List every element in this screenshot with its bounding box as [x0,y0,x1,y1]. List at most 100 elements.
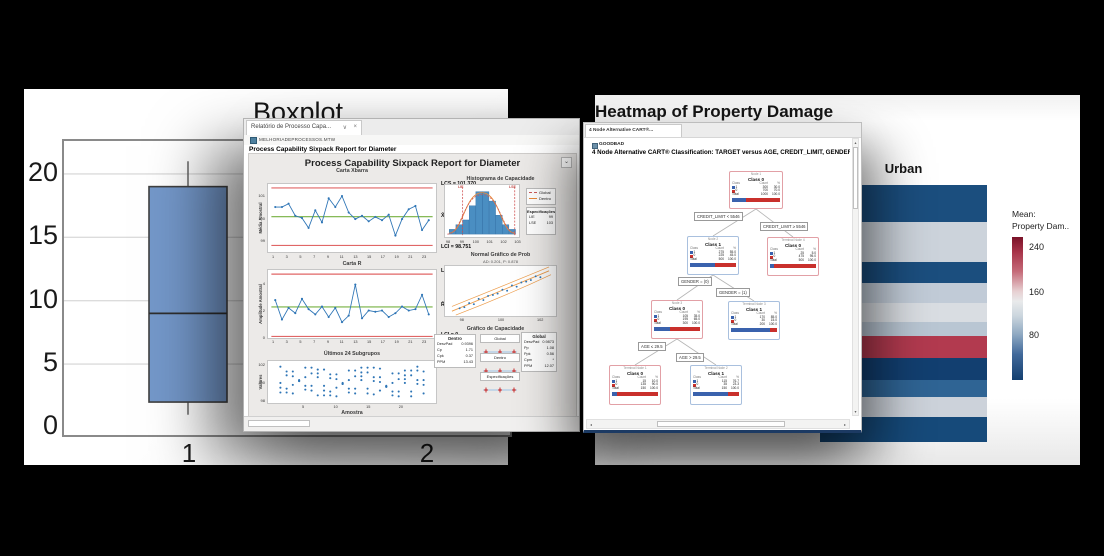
node-class-row: 1 25 5.0 [770,251,816,256]
cart-hscrollbar[interactable]: ◂ ▸ [586,419,850,429]
class-swatch [693,384,696,387]
scroll-left-icon[interactable]: ◂ [589,422,592,427]
node-class-row: 0 135 90.0 [612,383,658,387]
xbar-x-tick: 21 [408,255,413,259]
report-collapse-button[interactable]: ⌄ [561,157,572,168]
node-kind: Terminal Node 4 [781,238,805,242]
total-count: 500 [718,257,724,262]
hdr-pct: % [774,310,777,315]
r-x-tick: 3 [285,340,288,344]
sixpack-hscroll-thumb[interactable] [248,420,310,427]
bar-class1 [731,328,771,333]
xbar-y-tick: 99 [260,238,265,244]
heatmap-title: Heatmap of Property Damage [595,102,834,121]
scroll-right-icon[interactable]: ▸ [843,422,846,427]
xbar-x-tick: 17 [380,255,386,259]
bar-class1 [690,263,716,268]
overall-stats-box: Global DesvPad 0.9873 Pp 1.08 Ppk 0.56 Cpm * PPM… [521,332,557,372]
hdr-pct: % [813,246,816,251]
row-count: 225 [718,253,724,258]
legend-entry: Dentro [527,195,555,201]
xbar-x-tick: 19 [394,255,399,259]
sixpack-window: Relatório de Processo Capa... ∨ × MELHOR… [243,118,580,432]
bar-class1 [732,198,747,203]
class-swatch [770,256,773,259]
row-class: 1 [693,379,712,384]
node-class: Class 1 [707,370,725,376]
stat-row: DesvPad 0.9873 [522,339,556,345]
node-kind: Terminal Node 1 [623,366,647,370]
row-class: 0 [654,318,673,322]
heatmap-column-label: Urban [884,161,923,176]
class-swatch [770,252,773,255]
interval-line [480,362,520,374]
hdr-pct: % [697,309,700,314]
stat-label: Cpk [437,354,444,358]
tab-close-icon[interactable]: × [353,124,357,130]
scroll-down-icon[interactable]: ▾ [854,409,857,414]
total-count: 1000 [760,192,768,197]
row-class: 0 [690,254,709,258]
node-kind: Terminal Node 2 [704,366,728,370]
row-count: 275 [718,249,724,254]
total-label: Total [770,258,777,263]
cart-tab[interactable]: 4 Node Alternative CART®... [585,124,682,137]
bar-class0 [746,198,780,203]
stat-value: 0.9396 [461,342,473,346]
interval-line [480,381,520,393]
row-class: 1 [770,251,789,256]
class-value: 0 [735,188,738,193]
histogram-x-tick: 98 [445,240,451,244]
cart-vscrollbar[interactable]: ▴ ▾ [852,138,859,416]
xbar-chart [271,187,433,246]
spec-row: LIE 99 [527,214,555,220]
node-class-bar [693,392,739,397]
node-kind: Terminal Node 3 [742,302,766,306]
bar-class0 [616,392,658,397]
row-count: 115 [721,378,727,383]
cart-vscroll-thumb[interactable] [853,147,858,209]
class-value: 0 [615,382,618,387]
prob-x-tick: 102 [537,318,544,322]
cart-tab-label: 4 Node Alternative CART®... [589,128,654,133]
row-class: 0 [693,383,712,387]
hdr-class: Class [693,374,701,379]
stat-value: 0.37 [465,354,473,358]
node-total-row: Total 500 100.0 [770,258,816,263]
node-class: Class 1 [704,241,722,247]
sixpack-hscrollbar[interactable] [244,416,579,431]
histogram-title: Histograma de Capacidade [466,176,535,182]
boxplot-x-label: 1 [181,438,197,468]
total-label: Total [693,386,700,391]
legend-entry: Global [527,189,555,195]
r-x-tick: 11 [339,340,344,344]
row-count: 135 [640,382,646,387]
node-class-row: 0 475 95.0 [770,255,816,259]
subgroups-x-tick: 5 [302,405,305,409]
split-label-credit_left: CREDIT_LIMIT < 5546 [694,212,743,221]
boxplot-y-tick: 5 [42,347,58,378]
interval-label: Dentro [480,353,520,362]
xbar-plot [267,183,437,253]
bar-class0 [728,392,739,397]
total-pct: 100.0 [769,322,777,327]
overall-header: Global [532,334,546,339]
r-x-tick: 1 [271,340,275,344]
row-pct: 85.0 [770,314,777,319]
cart-hscroll-thumb[interactable] [657,421,785,427]
sixpack-tab[interactable]: Relatório de Processo Capa... ∨ × [246,120,362,135]
stat-value: 1.08 [546,346,554,350]
stat-value: 0.56 [546,352,554,356]
class-swatch [693,380,696,383]
row-pct: 55.0 [729,249,736,254]
scroll-up-icon[interactable]: ▴ [854,140,857,145]
node-class-row: 0 35 23.3 [693,383,739,387]
cart-worksheet-icon [592,143,598,149]
hdr-class: Class [731,310,739,315]
r-y-tick: 4 [262,281,265,287]
node-kind: Node 3 [671,301,683,305]
r-x-tick: 23 [422,340,427,344]
tab-collapse-icon[interactable]: ∨ [342,125,347,131]
node-class-bar [654,327,700,332]
r-x-tick: 5 [299,340,302,344]
